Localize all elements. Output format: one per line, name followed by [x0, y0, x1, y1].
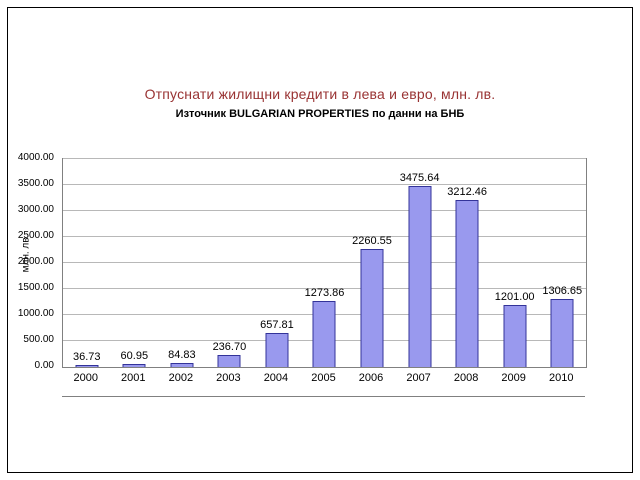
bar-slot: 2260.55 — [348, 159, 396, 367]
axis-bottom-line — [62, 396, 585, 397]
x-tick-label: 2008 — [453, 372, 479, 384]
x-tick-label: 2001 — [121, 372, 146, 384]
x-tick-label: 2000 — [73, 372, 98, 384]
bar — [503, 304, 527, 367]
bar-value-label: 3475.64 — [399, 172, 440, 185]
bar-value-label: 657.81 — [260, 318, 294, 331]
bar — [122, 363, 146, 367]
x-tick-label: 2005 — [311, 372, 336, 384]
x-tick-label: 2010 — [548, 372, 574, 384]
bar — [408, 186, 432, 367]
bar — [312, 300, 336, 367]
x-axis-labels: 2000 2001 2002 2003 2004 2005 2006 2007 2008 2009… — [62, 372, 585, 388]
gridline — [63, 236, 586, 237]
gridline — [63, 288, 586, 289]
bar-value-label: 3212.46 — [447, 185, 488, 198]
x-tick-label: 2002 — [168, 372, 194, 384]
plot-area: 36.73 60.95 84.83 236.70 657.81 1273.86 2260.5… — [62, 158, 587, 368]
bar — [75, 365, 99, 367]
bar-slot: 1273.86 — [301, 159, 349, 367]
bar — [550, 299, 574, 367]
gridline — [63, 210, 586, 211]
x-tick-label: 2003 — [216, 372, 241, 384]
bar-slot: 60.95 — [111, 159, 159, 367]
bar-slot: 1201.00 — [491, 159, 539, 367]
bar — [170, 362, 194, 367]
bar — [455, 199, 479, 367]
x-tick-label: 2007 — [406, 372, 431, 384]
x-tick-label: 2006 — [358, 372, 384, 384]
bar-value-label: 84.83 — [168, 348, 196, 361]
chart-title: Отпуснати жилищни кредити в лева и евро,… — [144, 86, 496, 102]
y-tick-label: 1000.00 — [17, 308, 54, 319]
bar — [360, 249, 384, 367]
y-axis-ticks: 0.00 500.00 1000.00 1500.00 2000.00 2500.00 30… — [10, 152, 58, 371]
bar-slot: 3212.46 — [443, 159, 491, 367]
chart-subtitle: Източник BULGARIAN PROPERTIES по данни н… — [175, 108, 465, 120]
bar-value-label: 1201.00 — [494, 290, 535, 303]
x-tick-label: 2004 — [263, 372, 289, 384]
gridline — [63, 184, 586, 185]
chart-frame: Отпуснати жилищни кредити в лева и евро,… — [7, 7, 633, 473]
y-tick-label: 0.00 — [34, 360, 54, 371]
gridline — [63, 262, 586, 263]
bar-value-label: 2260.55 — [352, 235, 392, 248]
y-tick-label: 1500.00 — [17, 282, 54, 293]
y-tick-label: 3500.00 — [17, 178, 54, 189]
bar — [217, 354, 241, 367]
bar-slot: 3475.64 — [396, 159, 444, 367]
bar-value-label: 236.70 — [212, 340, 247, 353]
y-tick-label: 3000.00 — [17, 204, 54, 215]
x-tick-label: 2009 — [501, 372, 526, 384]
y-tick-label: 500.00 — [23, 334, 54, 345]
gridline — [63, 158, 586, 159]
y-tick-label: 4000.00 — [17, 152, 54, 163]
bar-slot: 1306.65 — [538, 159, 586, 367]
y-tick-label: 2000.00 — [17, 256, 54, 267]
bar — [265, 332, 289, 367]
y-tick-label: 2500.00 — [17, 230, 54, 241]
bar-value-label: 60.95 — [120, 349, 149, 362]
bar-value-label: 1273.86 — [304, 286, 345, 299]
bar-slot: 236.70 — [206, 159, 254, 367]
bar-value-label: 1306.65 — [542, 285, 583, 298]
bar-slot: 84.83 — [158, 159, 206, 367]
bar-slot: 657.81 — [253, 159, 301, 367]
bar-value-label: 36.73 — [73, 351, 101, 364]
bar-slot: 36.73 — [63, 159, 111, 367]
